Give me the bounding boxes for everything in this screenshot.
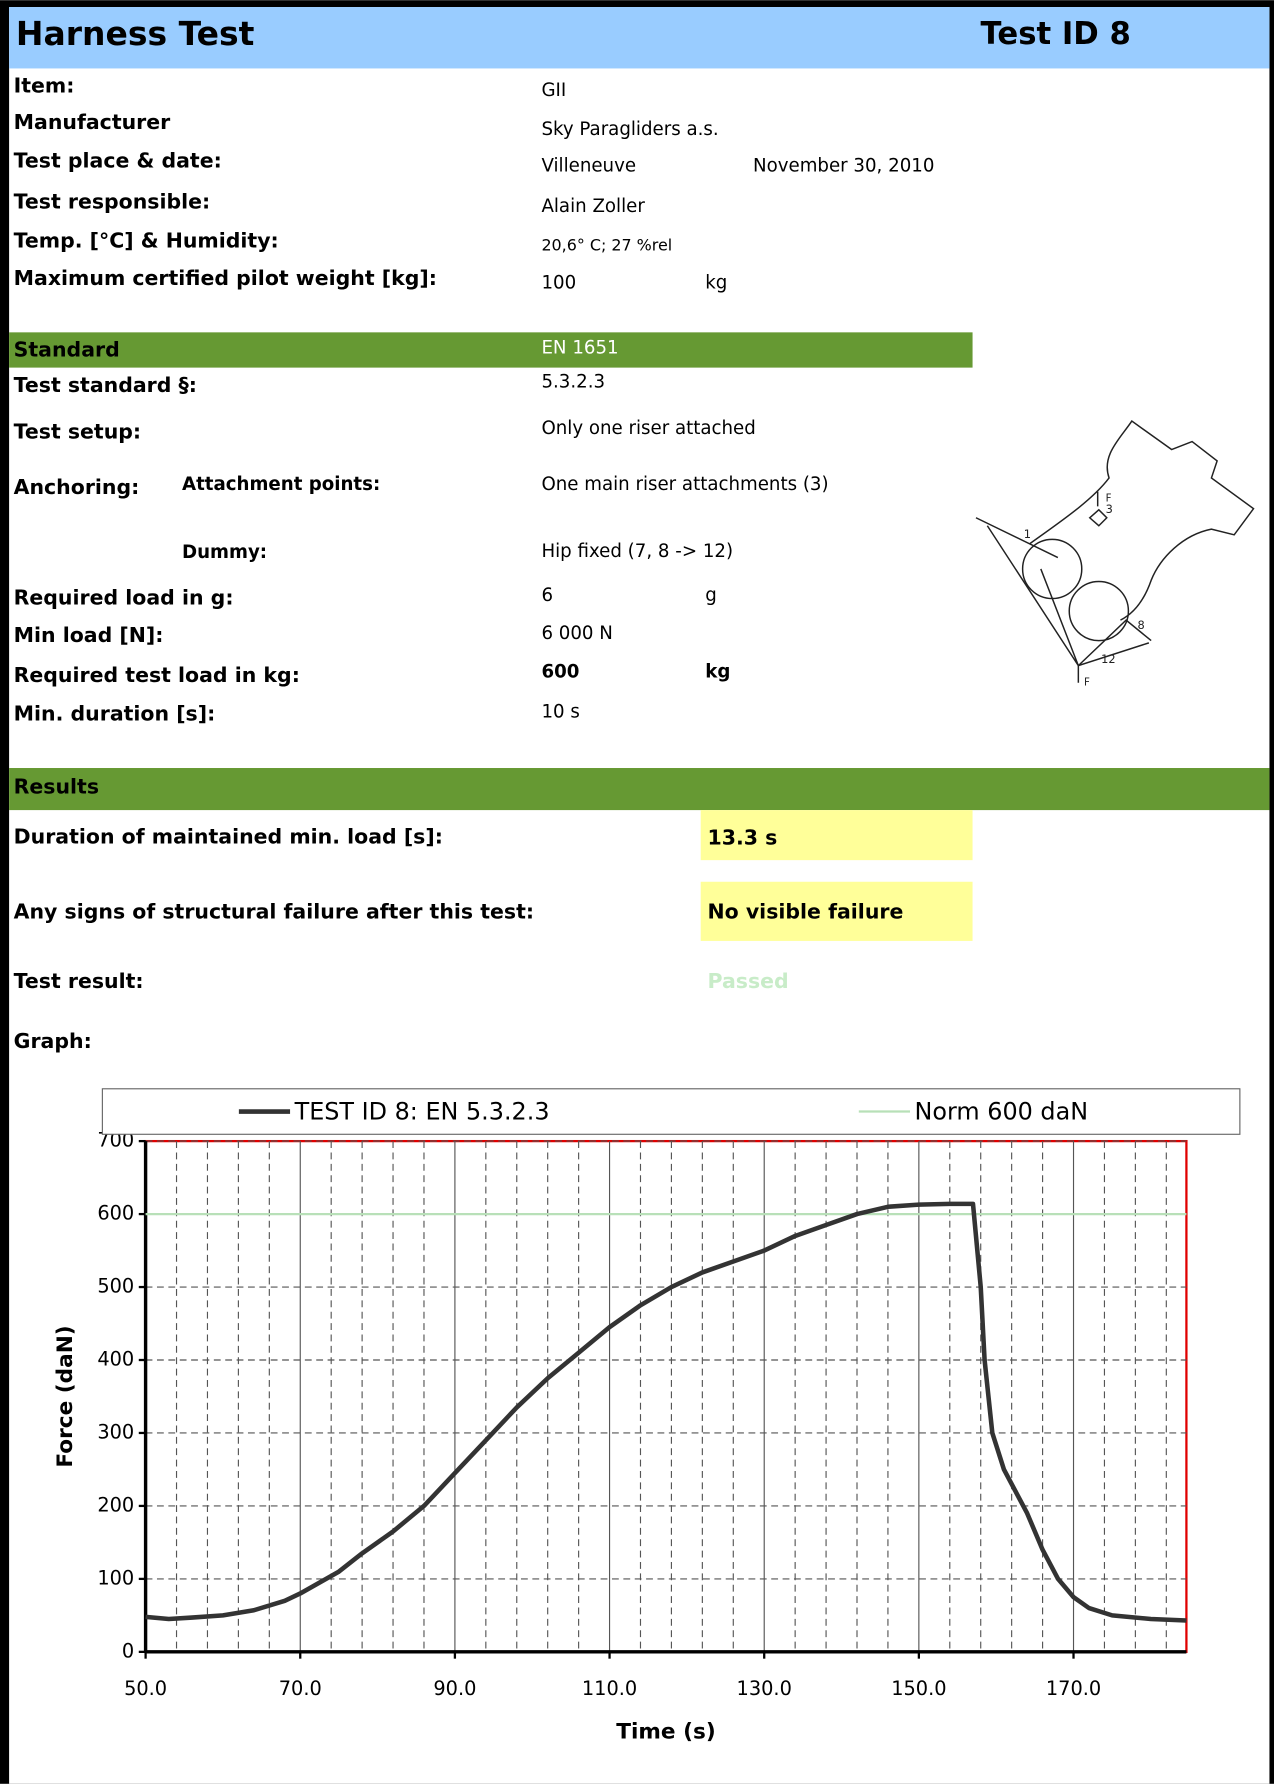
value: 100 xyxy=(541,272,576,293)
value: kg xyxy=(705,272,727,293)
label: Manufacturer xyxy=(14,110,172,134)
legend xyxy=(101,1088,1241,1135)
value: 20,6° C; 27 %rel xyxy=(541,235,672,254)
legend-label: Norm 600 daN xyxy=(915,1098,1089,1126)
label: Temp. [°C] & Humidity: xyxy=(14,228,279,252)
label: Required test load in kg: xyxy=(14,663,300,687)
label: Standard xyxy=(14,338,120,362)
arrows xyxy=(1077,491,1108,683)
label: Results xyxy=(14,774,99,798)
diagram-label: 1 xyxy=(1024,527,1031,541)
value: 10 s xyxy=(541,701,579,722)
x-tick-label: 170.0 xyxy=(1046,1677,1101,1700)
standard-band xyxy=(9,332,973,368)
y-tick-label: 600 xyxy=(97,1202,134,1225)
x-tick-label: 70.0 xyxy=(279,1677,322,1700)
y-tick-label: 400 xyxy=(97,1348,134,1371)
outline xyxy=(1029,420,1255,621)
diagram-label: 8 xyxy=(1137,618,1144,632)
label: Attachment points: xyxy=(182,474,380,495)
label: Test responsible: xyxy=(14,190,211,214)
label: Min load [N]: xyxy=(14,623,164,647)
value: Passed xyxy=(708,969,789,993)
y-tick-label: 100 xyxy=(97,1566,134,1589)
y-tick-label: 500 xyxy=(97,1275,134,1298)
results-band xyxy=(9,768,1270,811)
harness-diagram: 1 3 8 12 F F xyxy=(975,420,1255,689)
y-tick-label: 0 xyxy=(122,1639,134,1662)
value: No visible failure xyxy=(708,899,904,923)
highlight xyxy=(700,881,973,941)
hip xyxy=(1021,538,1083,600)
value: 6 000 N xyxy=(541,623,612,644)
y-tick-label: 300 xyxy=(97,1420,134,1443)
x-tick-label: 130.0 xyxy=(737,1677,792,1700)
y-tick-label: 200 xyxy=(97,1493,134,1516)
header-band xyxy=(9,7,1270,69)
label: Dummy: xyxy=(182,542,267,563)
data-line xyxy=(145,1201,1187,1623)
label: Min. duration [s]: xyxy=(14,702,216,726)
x-tick-label: 150.0 xyxy=(891,1677,946,1700)
value: kg xyxy=(705,661,730,682)
label: Maximum certified pilot weight [kg]: xyxy=(14,266,437,290)
value: Only one riser attached xyxy=(541,418,755,439)
y-axis-label: Force (daN) xyxy=(53,1325,78,1467)
value: GII xyxy=(541,80,566,101)
value: 600 xyxy=(541,661,579,682)
label: Anchoring: xyxy=(14,475,140,499)
highlight xyxy=(700,810,973,861)
label: Duration of maintained min. load [s]: xyxy=(14,824,443,848)
hip xyxy=(1068,580,1130,642)
value: November 30, 2010 xyxy=(753,155,934,176)
x-tick-label: 50.0 xyxy=(124,1677,167,1700)
x-axis-label: Time (s) xyxy=(616,1720,715,1745)
label: Any signs of structural failure after th… xyxy=(14,899,534,923)
title: Harness Test xyxy=(16,14,255,53)
label: Test result: xyxy=(14,969,144,993)
diagram-label: 12 xyxy=(1101,652,1115,666)
diagram-label: 3 xyxy=(1106,502,1113,516)
standard-rows: Test standard §: 5.3.2.3 Test setup: Onl… xyxy=(14,371,829,725)
value: g xyxy=(705,585,717,606)
label: Graph: xyxy=(14,1029,92,1053)
label: Test setup: xyxy=(14,419,141,443)
info: Item: GII Manufacturer Sky Paragliders a… xyxy=(14,74,935,294)
value: Alain Zoller xyxy=(541,196,645,217)
diagram-label: F xyxy=(1106,493,1112,504)
label: Test standard §: xyxy=(14,373,197,397)
value: Hip fixed (7, 8 -> 12) xyxy=(541,541,733,562)
value: Sky Paragliders a.s. xyxy=(541,119,718,140)
legend-label: TEST ID 8: EN 5.3.2.3 xyxy=(294,1098,550,1126)
plot-area xyxy=(144,1139,1188,1653)
test-id: Test ID 8 xyxy=(981,16,1131,52)
label: Required load in g: xyxy=(14,586,234,610)
value: 5.3.2.3 xyxy=(541,371,605,392)
diagram-label: F xyxy=(1084,678,1090,689)
value: 13.3 s xyxy=(708,826,778,850)
value: One main riser attachments (3) xyxy=(541,474,828,495)
x-tick-label: 110.0 xyxy=(582,1677,637,1700)
value: EN 1651 xyxy=(541,337,618,358)
x-tick-label: 90.0 xyxy=(433,1677,476,1700)
value: Villeneuve xyxy=(541,155,636,176)
label: Item: xyxy=(14,74,75,98)
label: Test place & date: xyxy=(14,149,222,173)
value: 6 xyxy=(541,585,553,606)
